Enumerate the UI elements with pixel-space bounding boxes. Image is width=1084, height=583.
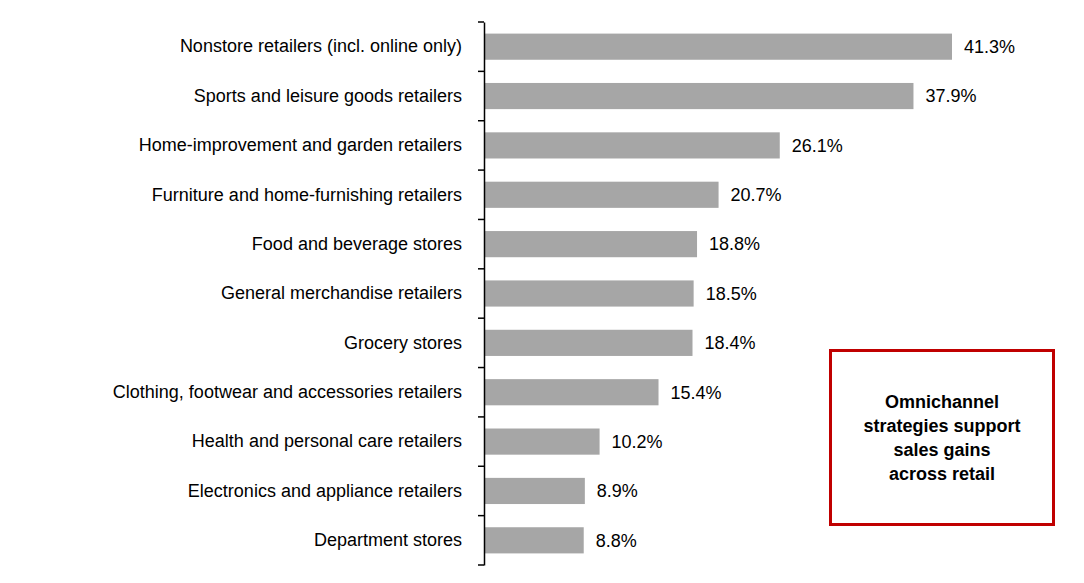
separator-tick: [478, 219, 484, 221]
bar: [484, 527, 584, 553]
data-label: 41.3%: [964, 37, 1015, 57]
tick: Clothing, footwear and accessories retai…: [113, 382, 484, 402]
data-label: 8.8%: [596, 531, 637, 551]
tick: Electronics and appliance retailers: [188, 481, 484, 501]
tick-label: Home-improvement and garden retailers: [139, 135, 462, 155]
bar: [484, 478, 585, 504]
data-label: 8.9%: [597, 481, 638, 501]
category-axis: Nonstore retailers (incl. online only) Sp…: [113, 23, 485, 566]
tick-label: Sports and leisure goods retailers: [194, 86, 462, 106]
tick: Food and beverage stores: [252, 234, 484, 254]
tick: Nonstore retailers (incl. online only): [180, 36, 484, 56]
separator-tick: [478, 21, 484, 23]
tick-label: Department stores: [314, 530, 462, 550]
bar: [484, 231, 697, 257]
tick: Furniture and home-furnishing retailers: [152, 185, 484, 205]
tick-label: Nonstore retailers (incl. online only): [180, 36, 462, 56]
bar: [484, 83, 913, 109]
tick-label: Furniture and home-furnishing retailers: [152, 185, 462, 205]
bar: [484, 280, 694, 306]
separator-tick: [478, 416, 484, 418]
separator-tick: [478, 71, 484, 73]
data-label: 26.1%: [792, 136, 843, 156]
separator-tick: [478, 169, 484, 171]
tick-label: General merchandise retailers: [221, 283, 462, 303]
annotation-box: Omnichannel strategies support sales gai…: [829, 349, 1055, 526]
data-label: 18.5%: [706, 284, 757, 304]
separator-tick: [478, 564, 484, 566]
tick: General merchandise retailers: [221, 283, 484, 303]
bar: [484, 429, 600, 455]
bar: [484, 132, 780, 158]
bar: [484, 182, 719, 208]
tick-label: Grocery stores: [344, 333, 462, 353]
data-label: 18.4%: [705, 333, 756, 353]
separator-ticks: [478, 22, 484, 565]
bar: [484, 379, 659, 405]
separator-tick: [478, 515, 484, 517]
separator-tick: [478, 466, 484, 468]
tick: Sports and leisure goods retailers: [194, 86, 484, 106]
separator-tick: [478, 367, 484, 369]
separator-tick: [478, 268, 484, 270]
tick: Health and personal care retailers: [192, 431, 484, 451]
data-label: 20.7%: [731, 185, 782, 205]
data-label: 15.4%: [671, 383, 722, 403]
tick: Department stores: [314, 530, 484, 550]
separator-tick: [478, 120, 484, 122]
annotation: Omnichannel strategies support sales gai…: [862, 390, 1022, 486]
tick: Home-improvement and garden retailers: [139, 135, 484, 155]
data-label: 18.8%: [709, 234, 760, 254]
data-label: 37.9%: [925, 86, 976, 106]
separator-tick: [478, 317, 484, 319]
axis-line: [484, 23, 486, 566]
bar: [484, 34, 952, 60]
tick-label: Clothing, footwear and accessories retai…: [113, 382, 462, 402]
tick-label: Health and personal care retailers: [192, 431, 462, 451]
data-label: 10.2%: [612, 432, 663, 452]
tick-label: Food and beverage stores: [252, 234, 462, 254]
tick-label: Electronics and appliance retailers: [188, 481, 462, 501]
tick: Grocery stores: [344, 333, 484, 353]
bar: [484, 330, 693, 356]
